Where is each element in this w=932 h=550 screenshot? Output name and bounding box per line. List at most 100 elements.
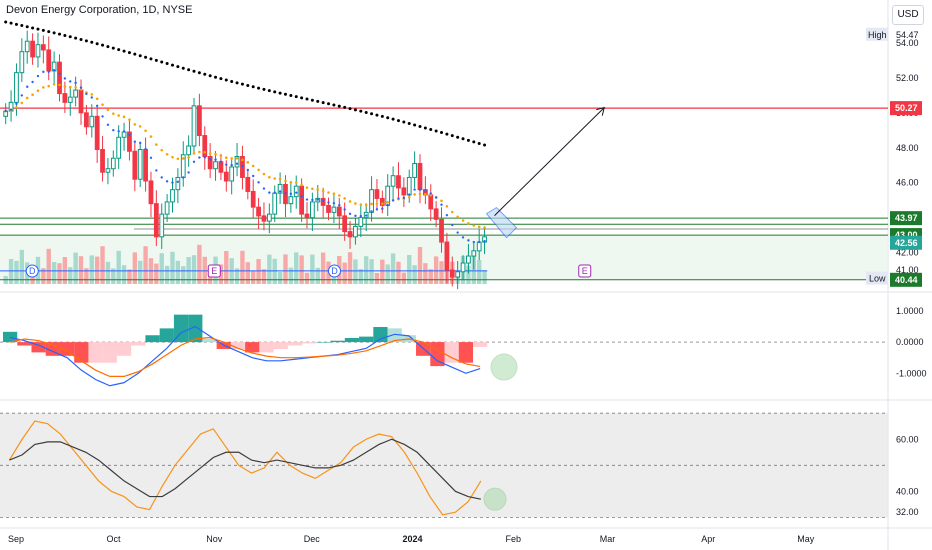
volume-bar <box>396 261 401 284</box>
ema-slow-point <box>225 163 228 166</box>
macd-histogram-bar <box>88 342 103 363</box>
ema-slow-point <box>408 193 411 196</box>
time-axis-label: Oct <box>106 534 121 544</box>
candle-body <box>433 208 439 220</box>
macd-tick-label: 0.0000 <box>896 337 924 347</box>
candle-body <box>272 192 278 215</box>
candle-body <box>250 190 256 208</box>
ema-fast-point <box>354 202 357 205</box>
earnings-marker[interactable] <box>578 264 592 278</box>
volume-bar <box>51 262 57 284</box>
ema-fast-point <box>31 93 34 96</box>
sma-long-point <box>74 36 78 40</box>
macd-histogram-bar <box>316 342 331 343</box>
ema-slow-point <box>273 191 276 194</box>
candle-body <box>46 49 52 72</box>
ema-slow-point <box>289 192 293 196</box>
ema-fast-point <box>95 97 99 101</box>
price-badge-label: 40.44 <box>895 275 918 285</box>
ema-fast-point <box>224 156 228 159</box>
ema-fast-point <box>429 194 433 197</box>
sma-long-point <box>466 138 470 142</box>
candle-body <box>14 72 19 103</box>
ema-slow-point <box>230 163 233 167</box>
ema-slow-point <box>251 174 255 178</box>
volume-bar <box>159 253 164 284</box>
volume-bar <box>181 266 186 284</box>
volume-bar <box>105 261 111 284</box>
candle-body <box>390 175 396 187</box>
ema-slow-point <box>176 180 180 184</box>
rsi-line <box>8 420 482 516</box>
candle-body <box>369 189 374 213</box>
candle-body <box>466 255 471 264</box>
volume-bar <box>111 268 116 284</box>
volume-bar <box>8 259 14 284</box>
candle-body <box>320 197 326 206</box>
candle-body <box>401 187 407 196</box>
ema-fast-point <box>305 186 309 189</box>
ema-slow-point <box>472 240 475 244</box>
sma-long-point <box>359 109 363 113</box>
ema-slow-point <box>90 96 93 99</box>
sma-long-point <box>353 108 357 112</box>
ema-fast-point <box>343 197 346 200</box>
ema-fast-point <box>52 82 56 86</box>
volume-bar <box>347 252 353 284</box>
sma-long-point <box>434 129 438 133</box>
ema-slow-point <box>451 223 454 227</box>
sma-long-point <box>14 22 18 26</box>
rsi-tick-label: 32.00 <box>896 507 919 517</box>
ema-fast-point <box>450 210 454 214</box>
ema-fast-point <box>36 89 40 92</box>
candle-body <box>444 241 450 271</box>
currency-button[interactable]: USD <box>892 5 924 25</box>
volume-bar <box>428 269 433 284</box>
candle-body <box>218 161 224 173</box>
candle-body <box>406 176 412 196</box>
sma-long-point <box>203 72 207 76</box>
chart-title: Devon Energy Corporation, 1D, NYSE <box>6 4 193 16</box>
candle-body <box>309 201 315 219</box>
volume-bar <box>245 262 251 284</box>
sma-long-point <box>117 48 121 52</box>
ema-slow-point <box>375 208 379 211</box>
ema-fast-point <box>483 226 486 229</box>
dividend-marker[interactable] <box>25 264 39 278</box>
candle-body <box>110 157 116 170</box>
ema-fast-point <box>241 158 244 162</box>
macd-histogram-bar <box>444 342 459 363</box>
candle-body <box>170 189 175 203</box>
volume-bar <box>197 244 202 284</box>
volume-bar <box>100 246 105 284</box>
candle-body <box>24 40 30 53</box>
sma-long-point <box>154 58 158 62</box>
candle-body <box>331 206 337 213</box>
dividend-marker[interactable] <box>328 264 341 278</box>
macd-histogram-bar <box>344 337 360 343</box>
candle-body <box>223 171 229 182</box>
ema-fast-point <box>456 215 459 219</box>
ema-slow-point <box>4 109 7 113</box>
price-tick-label: 42.00 <box>896 248 919 258</box>
macd-histogram-bar <box>373 327 388 343</box>
candle-body <box>19 51 25 74</box>
flag-channel <box>485 206 518 239</box>
earnings-marker[interactable] <box>207 264 221 278</box>
ema-fast-point <box>112 112 115 115</box>
candle-body <box>358 217 364 227</box>
candle-body <box>213 161 218 170</box>
price-tick-label: 54.00 <box>896 38 919 48</box>
sma-long-point <box>197 71 201 75</box>
ema-fast-point <box>138 125 142 128</box>
candle-body <box>304 213 310 219</box>
time-axis-label: Dec <box>304 534 321 544</box>
volume-bar <box>73 252 78 284</box>
ema-slow-point <box>219 160 223 163</box>
ema-slow-point <box>122 130 126 133</box>
sma-long-point <box>90 40 94 44</box>
price-badge <box>890 211 922 226</box>
high-value-label: 54.47 <box>896 30 919 40</box>
sma-long-point <box>240 82 244 86</box>
